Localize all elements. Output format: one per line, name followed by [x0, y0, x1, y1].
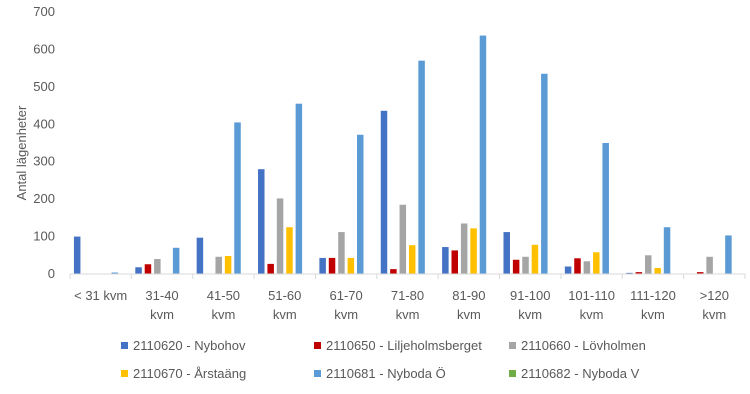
x-category-label: 41-50: [207, 288, 240, 303]
bar: [172, 247, 180, 274]
bar: [725, 235, 732, 274]
legend-label: 2110670 - Årstaäng: [133, 366, 246, 381]
y-tick-label: 700: [33, 4, 55, 19]
x-category-label: 91-100: [510, 288, 550, 303]
y-axis-label-group: Antal lägenheter: [14, 105, 29, 200]
bar: [654, 268, 661, 274]
legend-swatch: [509, 342, 516, 349]
legend: 2110620 - Nybohov 2110650 - Liljeholmsber…: [121, 338, 646, 381]
bar: [276, 198, 284, 274]
legend-swatch: [509, 370, 516, 377]
bar: [574, 258, 581, 274]
bar: [215, 256, 222, 274]
legend-label: 2110620 - Nybohov: [133, 338, 246, 353]
bar: [522, 256, 529, 274]
bar: [442, 247, 449, 274]
bar: [390, 269, 397, 274]
x-category-label: < 31 kvm: [74, 288, 127, 303]
x-category-label: kvm: [150, 307, 174, 322]
bar: [328, 257, 336, 274]
bar: [706, 256, 713, 274]
bar: [512, 259, 520, 274]
x-ticks: [69, 274, 746, 279]
bar: [73, 236, 81, 274]
bar: [338, 232, 345, 274]
x-category-label: 71-80: [391, 288, 424, 303]
bar: [267, 263, 274, 274]
x-category-label: 61-70: [330, 288, 363, 303]
bar: [541, 73, 548, 274]
x-category-label: kvm: [702, 307, 726, 322]
bar: [347, 257, 355, 274]
x-category-label: kvm: [211, 307, 235, 322]
bar: [460, 223, 468, 274]
bar: [224, 256, 232, 274]
bar: [602, 143, 609, 274]
bars: [73, 35, 732, 274]
x-category-label: 51-60: [268, 288, 301, 303]
bar: [696, 272, 704, 274]
x-category-label: kvm: [641, 307, 665, 322]
bar: [144, 264, 152, 274]
legend-label: 2110682 - Nyboda V: [521, 366, 640, 381]
bar: [111, 272, 119, 274]
bar: [135, 267, 142, 274]
bar: [286, 227, 293, 274]
bar: [418, 60, 425, 274]
bar: [635, 272, 643, 274]
bar: [408, 245, 416, 274]
bar: [356, 134, 364, 274]
y-tick-label: 600: [33, 41, 55, 56]
bar: [234, 122, 241, 274]
y-tick-label: 200: [33, 191, 55, 206]
x-category-label: kvm: [457, 307, 481, 322]
legend-swatch: [314, 342, 321, 349]
x-category-label: kvm: [580, 307, 604, 322]
bar: [564, 266, 572, 274]
legend-swatch: [121, 342, 128, 349]
legend-swatch: [121, 370, 128, 377]
bar: [470, 228, 477, 274]
bar: [319, 257, 326, 274]
x-category-label: 31-40: [145, 288, 178, 303]
x-category-label: 81-90: [452, 288, 485, 303]
bar: [531, 244, 539, 274]
legend-label: 2110660 - Lövholmen: [521, 338, 646, 353]
x-category-label: 111-120: [630, 288, 676, 303]
y-ticks: 0 100 200 300 400 500 600 700: [33, 4, 55, 281]
bar: [503, 232, 510, 274]
legend-label: 2110650 - Liljeholmsberget: [326, 338, 482, 353]
y-axis-label: Antal lägenheter: [14, 105, 29, 200]
x-category-label: kvm: [396, 307, 420, 322]
legend-swatch: [314, 370, 321, 377]
y-tick-label: 0: [48, 266, 55, 281]
x-category-label: 101-110: [568, 288, 615, 303]
y-tick-label: 400: [33, 116, 55, 131]
x-category-label: kvm: [273, 307, 297, 322]
x-category-label: kvm: [334, 307, 358, 322]
legend-label: 2110681 - Nyboda Ö: [326, 366, 446, 381]
bar: [583, 261, 591, 274]
bar: [258, 169, 265, 274]
bar: [399, 204, 407, 274]
bar: [626, 272, 633, 274]
y-tick-label: 500: [33, 79, 55, 94]
y-tick-label: 100: [33, 229, 55, 244]
category-labels: < 31 kvm 31-40 kvm 41-50 kvm 51-60 kvm 61-70 kvm…: [74, 288, 729, 322]
bar: [154, 259, 161, 274]
bar: [645, 255, 652, 274]
bar: [196, 237, 204, 274]
bar: [451, 250, 459, 274]
bar: [380, 110, 388, 274]
x-category-label: kvm: [518, 307, 542, 322]
bar: [663, 227, 671, 274]
bar: [479, 35, 487, 274]
bar: [295, 103, 303, 274]
y-tick-label: 300: [33, 154, 55, 169]
x-category-label: >120: [700, 288, 729, 303]
bar: [593, 252, 600, 274]
